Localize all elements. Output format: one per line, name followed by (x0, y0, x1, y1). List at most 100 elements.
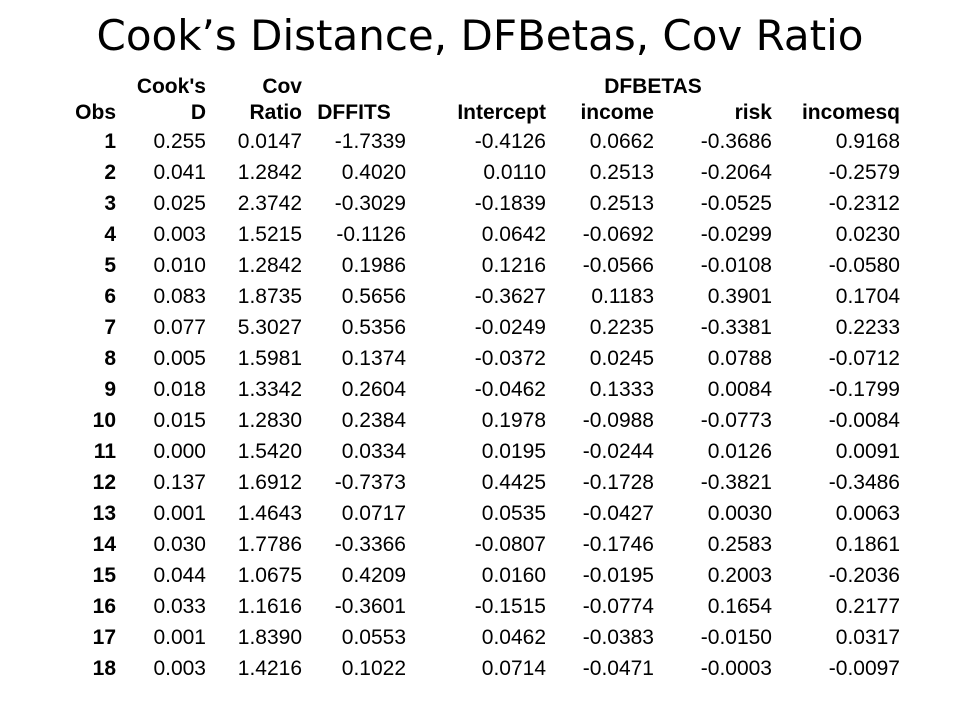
cell-cooks-d: 0.003 (153, 222, 206, 246)
cell-obs: 12 (92, 470, 116, 494)
cell-cooks-d: 0.015 (153, 408, 206, 432)
cell-dfbetas-risk: 0.0084 (707, 377, 772, 401)
cell-cooks-d: 0.018 (153, 377, 206, 401)
cell-dffits: 0.5356 (341, 315, 406, 339)
cell-cov-ratio: 1.3342 (237, 377, 302, 401)
cell-dfbetas-intercept: -0.0462 (474, 377, 546, 401)
cell-dfbetas-risk: -0.3686 (700, 129, 772, 153)
cell-dfbetas-intercept: -0.0372 (474, 346, 546, 370)
cell-cov-ratio: 1.4643 (237, 501, 302, 525)
cell-dfbetas-income: 0.1183 (591, 284, 654, 308)
table-row: 3 0.025 2.3742 -0.3029 -0.1839 0.2513 -0.0525 -… (52, 188, 900, 219)
cell-cov-ratio: 1.7786 (237, 532, 302, 556)
regression-diagnostics-table: Obs Cook's Cov DFFITS DFBETAS D Ratio In… (52, 74, 900, 684)
cell-dfbetas-income: -0.0566 (582, 253, 654, 277)
cell-obs: 2 (104, 160, 116, 184)
cell-dffits: 0.0717 (341, 501, 406, 525)
cell-dffits: 0.1986 (341, 253, 406, 277)
cell-dffits: -1.7339 (334, 129, 406, 153)
cell-cooks-d: 0.083 (153, 284, 206, 308)
cell-dfbetas-intercept: -0.1839 (474, 191, 546, 215)
cell-dfbetas-income: 0.1333 (589, 377, 654, 401)
cell-dfbetas-intercept: 0.4425 (481, 470, 546, 494)
cell-dfbetas-risk: -0.0003 (700, 656, 772, 680)
cell-dfbetas-income: 0.0662 (589, 129, 654, 153)
cell-dfbetas-incomesq: 0.1861 (835, 532, 900, 556)
cell-cooks-d: 0.025 (153, 191, 206, 215)
table-row: 16 0.033 1.1616 -0.3601 -0.1515 -0.0774 0.1654… (52, 591, 900, 622)
cell-dfbetas-incomesq: 0.0091 (835, 439, 900, 463)
cell-dfbetas-risk: -0.3821 (700, 470, 772, 494)
table-row: 13 0.001 1.4643 0.0717 0.0535 -0.0427 0.0030 0.… (52, 498, 900, 529)
cell-dfbetas-incomesq: 0.1704 (835, 284, 900, 308)
cell-cov-ratio: 1.6912 (237, 470, 302, 494)
table-row: 1 0.255 0.0147 -1.7339 -0.4126 0.0662 -0.3686 0… (52, 126, 900, 157)
cell-obs: 6 (104, 284, 116, 308)
cell-dfbetas-intercept: 0.0462 (481, 625, 546, 649)
cell-dfbetas-risk: 0.0030 (707, 501, 772, 525)
cell-obs: 18 (92, 656, 116, 680)
cell-cooks-d: 0.255 (153, 129, 206, 153)
cell-dfbetas-risk: 0.1654 (707, 594, 772, 618)
cell-obs: 7 (104, 315, 116, 339)
cell-dfbetas-risk: -0.0773 (700, 408, 772, 432)
cell-cooks-d: 0.033 (153, 594, 206, 618)
cell-obs: 5 (104, 253, 116, 277)
cell-obs: 4 (104, 222, 116, 246)
cell-dfbetas-intercept: 0.0535 (481, 501, 546, 525)
cell-dfbetas-intercept: 0.0714 (481, 656, 546, 680)
cell-dfbetas-intercept: 0.0642 (481, 222, 546, 246)
cell-dffits: -0.3366 (334, 532, 406, 556)
cell-dfbetas-intercept: -0.4126 (474, 129, 546, 153)
cell-dfbetas-income: 0.2513 (589, 191, 654, 215)
cell-dfbetas-risk: 0.0126 (707, 439, 772, 463)
header-row-2: D Ratio Intercept income risk incomesq (52, 100, 900, 126)
table-row: 9 0.018 1.3342 0.2604 -0.0462 0.1333 0.0084 -0.… (52, 374, 900, 405)
cell-cooks-d: 0.003 (153, 656, 206, 680)
cell-cooks-d: 0.137 (153, 470, 206, 494)
cell-dfbetas-risk: -0.3381 (700, 315, 772, 339)
cell-obs: 13 (92, 501, 116, 525)
cell-dfbetas-incomesq: 0.0063 (835, 501, 900, 525)
cell-dfbetas-incomesq: 0.2177 (835, 594, 900, 618)
cell-dfbetas-income: -0.0774 (582, 594, 654, 618)
cell-dffits: 0.1374 (341, 346, 406, 370)
header-dfbetas-group: DFBETAS (604, 75, 702, 98)
cell-obs: 1 (104, 129, 116, 153)
header-intercept: Intercept (457, 101, 546, 124)
cell-dfbetas-risk: 0.2583 (707, 532, 772, 556)
table-row: 8 0.005 1.5981 0.1374 -0.0372 0.0245 0.0788 -0.… (52, 343, 900, 374)
table-row: 17 0.001 1.8390 0.0553 0.0462 -0.0383 -0.0150 0… (52, 622, 900, 653)
cell-dfbetas-risk: -0.0525 (700, 191, 772, 215)
slide-title: Cook’s Distance, DFBetas, Cov Ratio (96, 11, 864, 60)
table-row: 11 0.000 1.5420 0.0334 0.0195 -0.0244 0.0126 0.… (52, 436, 900, 467)
cell-dfbetas-risk: 0.3901 (707, 284, 772, 308)
cell-cov-ratio: 1.5420 (237, 439, 302, 463)
cell-dfbetas-intercept: -0.1515 (474, 594, 546, 618)
cell-dffits: -0.3601 (334, 594, 406, 618)
cell-dfbetas-incomesq: -0.2579 (828, 160, 900, 184)
cell-dfbetas-intercept: 0.0195 (481, 439, 546, 463)
table-row: 2 0.041 1.2842 0.4020 0.0110 0.2513 -0.2064 -0.… (52, 157, 900, 188)
cell-dfbetas-incomesq: -0.0097 (828, 656, 900, 680)
cell-cov-ratio: 1.4216 (237, 656, 302, 680)
cell-cov-ratio: 1.2842 (237, 253, 302, 277)
cell-obs: 10 (92, 408, 116, 432)
cell-dfbetas-incomesq: -0.2312 (828, 191, 900, 215)
cell-dfbetas-risk: 0.0788 (707, 346, 772, 370)
cell-dfbetas-risk: -0.0108 (700, 253, 772, 277)
cell-dfbetas-risk: -0.2064 (700, 160, 772, 184)
table-row: 5 0.010 1.2842 0.1986 0.1216 -0.0566 -0.0108 -0… (52, 250, 900, 281)
header-incomesq: incomesq (801, 101, 900, 124)
cell-obs: 9 (104, 377, 116, 401)
cell-dfbetas-intercept: 0.0110 (483, 160, 546, 184)
cell-cooks-d: 0.030 (153, 532, 206, 556)
header-row-1: Obs Cook's Cov DFFITS DFBETAS (52, 74, 900, 124)
header-cov-ratio-line1: Cov (262, 75, 302, 98)
cell-obs: 16 (92, 594, 116, 618)
table-row: 15 0.044 1.0675 0.4209 0.0160 -0.0195 0.2003 -0… (52, 560, 900, 591)
cell-cov-ratio: 1.0675 (237, 563, 302, 587)
cell-dffits: -0.3029 (334, 191, 406, 215)
header-cooks-d-line1: Cook's (136, 75, 206, 98)
table-row: 7 0.077 5.3027 0.5356 -0.0249 0.2235 -0.3381 0.… (52, 312, 900, 343)
